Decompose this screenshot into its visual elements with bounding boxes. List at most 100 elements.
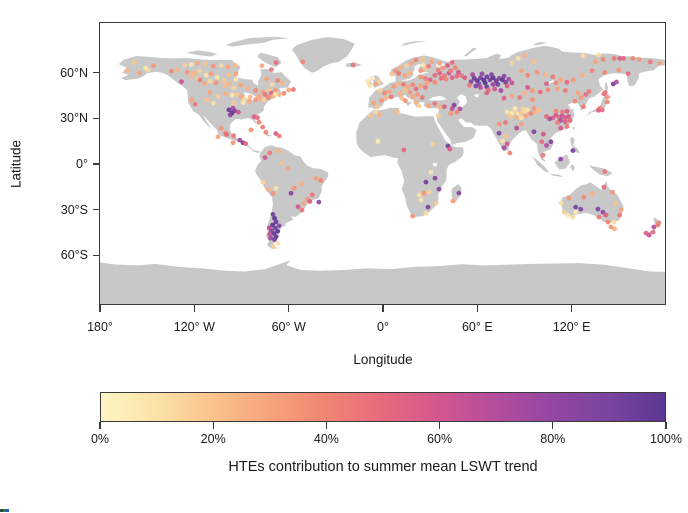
data-point	[189, 73, 195, 79]
data-point	[583, 92, 589, 97]
data-point	[608, 224, 614, 230]
data-point	[529, 88, 535, 93]
data-point	[218, 125, 224, 131]
data-point	[281, 90, 287, 96]
data-point	[210, 100, 216, 106]
data-point	[188, 62, 194, 67]
new-zealand	[645, 217, 660, 237]
data-point	[503, 120, 509, 125]
world-map	[100, 36, 666, 305]
data-point	[288, 190, 294, 196]
data-point	[402, 73, 408, 78]
data-point	[432, 101, 438, 106]
data-point	[507, 150, 513, 156]
data-point	[266, 87, 272, 93]
data-point	[350, 62, 356, 68]
data-point	[169, 68, 174, 74]
data-point	[373, 81, 379, 87]
data-point	[451, 102, 457, 108]
data-point	[423, 210, 429, 216]
data-point	[267, 231, 273, 237]
data-point	[456, 69, 461, 75]
data-point	[265, 187, 271, 192]
data-point	[215, 94, 221, 99]
data-point	[270, 211, 276, 217]
data-point	[402, 98, 408, 103]
data-point	[553, 80, 559, 86]
data-point	[432, 79, 438, 85]
y-axis-title: Latitude	[8, 139, 24, 189]
data-point	[558, 156, 564, 162]
data-point	[553, 108, 559, 114]
data-point	[275, 240, 281, 246]
data-point	[132, 59, 138, 65]
x-tick-label: 120° W	[173, 320, 215, 334]
data-point	[565, 212, 571, 218]
colorbar-tick-mark	[438, 422, 441, 429]
data-point	[405, 84, 411, 90]
data-point	[531, 105, 537, 111]
data-point	[195, 60, 200, 66]
data-point	[273, 60, 279, 65]
data-point	[391, 83, 397, 89]
y-tick-label: 0°	[76, 157, 88, 171]
data-point	[397, 65, 403, 71]
data-point	[272, 88, 278, 93]
data-point	[263, 129, 269, 135]
data-point	[298, 181, 304, 187]
data-point	[272, 215, 277, 221]
data-point	[562, 119, 568, 125]
data-point	[573, 204, 579, 210]
data-point	[285, 166, 291, 171]
british-isles	[367, 75, 384, 88]
data-point	[578, 95, 584, 100]
data-point	[240, 100, 246, 106]
data-point	[544, 81, 549, 87]
data-point	[602, 169, 608, 174]
data-point	[371, 100, 377, 106]
data-point	[407, 89, 413, 95]
data-point	[531, 129, 537, 135]
data-point	[386, 89, 392, 95]
colorbar-tick-mark	[99, 422, 101, 429]
data-point	[449, 60, 455, 65]
data-point	[586, 89, 592, 94]
data-point	[270, 190, 276, 196]
x-tick-label: 60° W	[271, 320, 306, 334]
data-point	[482, 80, 488, 86]
data-point	[143, 65, 149, 71]
data-point	[230, 140, 236, 146]
data-point	[581, 104, 586, 110]
x-tick-mark	[99, 305, 101, 312]
data-point	[426, 63, 432, 69]
data-point	[255, 115, 260, 121]
data-point	[276, 223, 282, 229]
data-point	[432, 175, 438, 181]
data-point	[447, 146, 453, 152]
data-point	[295, 204, 301, 210]
data-point	[432, 72, 438, 78]
x-tick-label: 0°	[377, 320, 389, 334]
data-point	[423, 85, 428, 90]
data-point	[273, 219, 279, 225]
screenshot-corner-artifact	[0, 509, 9, 512]
data-point	[242, 96, 248, 102]
data-point	[457, 106, 463, 112]
data-point	[496, 130, 502, 136]
data-point	[256, 119, 262, 125]
data-point	[299, 207, 305, 213]
data-point	[260, 124, 266, 130]
data-point	[611, 219, 617, 225]
data-point	[595, 52, 601, 58]
arctic-archipelago	[186, 36, 289, 68]
data-point	[437, 61, 443, 66]
data-point	[279, 160, 285, 166]
data-point	[440, 65, 446, 71]
data-point	[592, 59, 598, 64]
y-tick-label: 60°N	[60, 65, 88, 80]
data-point	[268, 67, 274, 72]
data-point	[561, 209, 567, 215]
data-point	[413, 86, 419, 92]
colorbar-tick-label: 60%	[427, 432, 453, 446]
data-point	[396, 71, 402, 76]
